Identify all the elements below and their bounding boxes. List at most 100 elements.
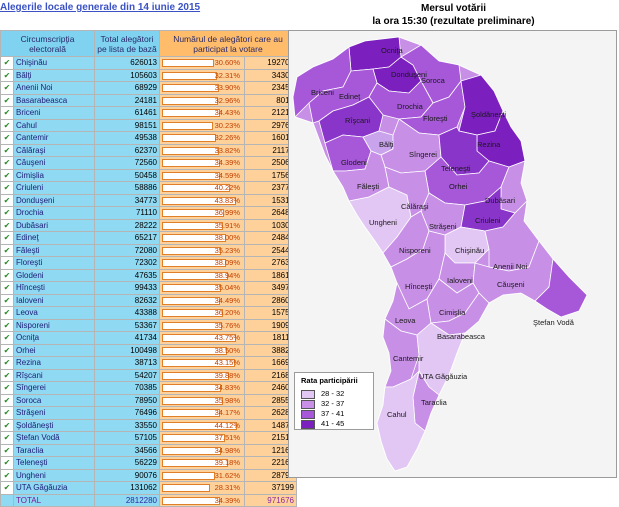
check-icon: ✔ bbox=[0, 206, 14, 220]
check-icon: ✔ bbox=[0, 356, 14, 370]
turnout-percent-label: 38.50% bbox=[214, 345, 240, 355]
turnout-percent-label: 43.75% bbox=[214, 333, 240, 342]
turnout-bar bbox=[162, 171, 220, 180]
table-row: ✔ Rîşcani 54207 39.88% 21684 bbox=[0, 368, 297, 382]
participants-count: 15314 bbox=[244, 193, 297, 207]
turnout-percent-label: 33.90% bbox=[214, 83, 240, 92]
turnout-percent-label: 35.04% bbox=[214, 283, 240, 292]
district-name: Briceni bbox=[13, 106, 95, 120]
total-voters: 71110 bbox=[94, 206, 160, 220]
total-voters: 72080 bbox=[94, 243, 160, 257]
turnout-percent-label: 35.91% bbox=[214, 220, 240, 230]
total-voters: 38713 bbox=[94, 356, 160, 370]
district-name: Ungheni bbox=[13, 468, 95, 482]
total-voters: 78950 bbox=[94, 393, 160, 407]
turnout-percent-label: 32.96% bbox=[214, 95, 240, 105]
table-row: ✔ Sîngerei 70385 34.83% 24604 bbox=[0, 381, 297, 395]
turnout-percent-label: 43.83% bbox=[214, 195, 240, 205]
map-region-label: Edineţ bbox=[339, 92, 361, 101]
legend-swatch bbox=[301, 419, 315, 429]
turnout-percent: 35.76% bbox=[159, 318, 245, 332]
turnout-percent: 43.83% bbox=[159, 193, 245, 207]
turnout-percent: 34.59% bbox=[159, 168, 245, 182]
turnout-bar bbox=[162, 296, 220, 305]
turnout-percent: 34.98% bbox=[159, 443, 245, 457]
map-subtitle: la ora 15:30 (rezultate preliminare) bbox=[372, 16, 535, 27]
check-icon: ✔ bbox=[0, 231, 14, 245]
turnout-percent: 28.31% bbox=[159, 481, 245, 495]
district-name: Drochia bbox=[13, 206, 95, 220]
participants-count: 37199 bbox=[244, 481, 297, 495]
total-voters: 56229 bbox=[94, 456, 160, 470]
table-row: ✔ Donduşeni 34773 43.83% 15314 bbox=[0, 193, 297, 207]
total-voters: 34566 bbox=[94, 443, 160, 457]
legend-label: 41 - 45 bbox=[321, 419, 345, 428]
turnout-bar bbox=[162, 309, 223, 317]
district-name: Căuşeni bbox=[13, 156, 95, 170]
turnout-percent: 38.50% bbox=[159, 343, 245, 357]
table-row: ✔ Cantemir 49538 32.26% 16013 bbox=[0, 131, 297, 145]
total-voters: 626013 bbox=[94, 56, 160, 70]
total-voters: 34773 bbox=[94, 193, 160, 207]
turnout-bar bbox=[162, 246, 221, 255]
total-voters: 82632 bbox=[94, 293, 160, 307]
turnout-percent: 33.90% bbox=[159, 81, 245, 95]
turnout-bar bbox=[162, 334, 236, 342]
map-region-label: Taraclia bbox=[421, 398, 448, 407]
turnout-bar bbox=[162, 159, 220, 167]
map-region-label: Anenii Noi bbox=[493, 262, 528, 271]
total-voters: 24181 bbox=[94, 93, 160, 107]
turnout-bar bbox=[162, 146, 219, 155]
district-name: UTA Găgăuzia bbox=[13, 481, 95, 495]
district-name: Cahul bbox=[13, 118, 95, 132]
check-icon: ✔ bbox=[0, 293, 14, 307]
table-row: ✔ Edineţ 65217 38.00% 24841 bbox=[0, 231, 297, 245]
legend-label: 37 - 41 bbox=[321, 409, 345, 418]
total-voters: 28222 bbox=[94, 218, 160, 232]
total-row: TOTAL 2812280 34.39% 971676 bbox=[0, 493, 297, 507]
table-row: ✔ Ungheni 90076 31.62% 28799 bbox=[0, 468, 297, 482]
turnout-percent-label: 38.00% bbox=[214, 233, 240, 242]
district-name: Soroca bbox=[13, 393, 95, 407]
check-icon: ✔ bbox=[0, 218, 14, 232]
turnout-percent: 30.60% bbox=[159, 56, 245, 70]
table-row: ✔ Dubăsari 28222 35.91% 10301 bbox=[0, 218, 297, 232]
map-region bbox=[416, 322, 466, 396]
map-region-label: Nisporeni bbox=[399, 246, 431, 255]
participants-count: 28799 bbox=[244, 468, 297, 482]
table-row: ✔ Soroca 78950 35.98% 28554 bbox=[0, 393, 297, 407]
map-region-label: Chişinău bbox=[455, 246, 484, 255]
district-name: Ialoveni bbox=[13, 293, 95, 307]
district-name: Rezina bbox=[13, 356, 95, 370]
turnout-percent: 36.20% bbox=[159, 306, 245, 320]
turnout-percent-label: 38.09% bbox=[214, 258, 240, 267]
map-svg: Ocniţa Briceni Donduşeni Edineţ Soroca Drochi… bbox=[292, 36, 588, 472]
turnout-percent: 33.82% bbox=[159, 143, 245, 157]
turnout-bar bbox=[162, 396, 223, 405]
check-icon: ✔ bbox=[0, 393, 14, 407]
check-icon: ✔ bbox=[0, 306, 14, 320]
check-icon: ✔ bbox=[0, 118, 14, 132]
participants-count: 971676 bbox=[244, 493, 297, 507]
table-row: ✔ Bălţi 105603 32.31% 34304 bbox=[0, 68, 297, 82]
turnout-percent: 32.26% bbox=[159, 131, 245, 145]
turnout-bar bbox=[162, 221, 223, 230]
col-header-participants: Numărul de alegători care au participat … bbox=[159, 30, 297, 57]
turnout-bar bbox=[162, 359, 235, 367]
participants-count: 14870 bbox=[244, 418, 297, 432]
district-name: Anenii Noi bbox=[13, 81, 95, 95]
table-row: ✔ Hînceşti 99433 35.04% 34971 bbox=[0, 281, 297, 295]
district-name: Hînceşti bbox=[13, 281, 95, 295]
turnout-percent-label: 34.43% bbox=[214, 108, 240, 117]
turnout-percent-label: 35.23% bbox=[214, 245, 240, 255]
district-name: Călăraşi bbox=[13, 143, 95, 157]
turnout-percent: 38.09% bbox=[159, 256, 245, 270]
district-name: Cantemir bbox=[13, 131, 95, 145]
district-name: Floreşti bbox=[13, 256, 95, 270]
table-row: ✔ Glodeni 47635 38.94% 18616 bbox=[0, 268, 297, 282]
check-icon: ✔ bbox=[0, 181, 14, 195]
participants-count: 26486 bbox=[244, 206, 297, 220]
district-name: Sîngerei bbox=[13, 381, 95, 395]
turnout-bar bbox=[162, 59, 214, 67]
table-row: ✔ Nisporeni 53367 35.76% 19096 bbox=[0, 318, 297, 332]
